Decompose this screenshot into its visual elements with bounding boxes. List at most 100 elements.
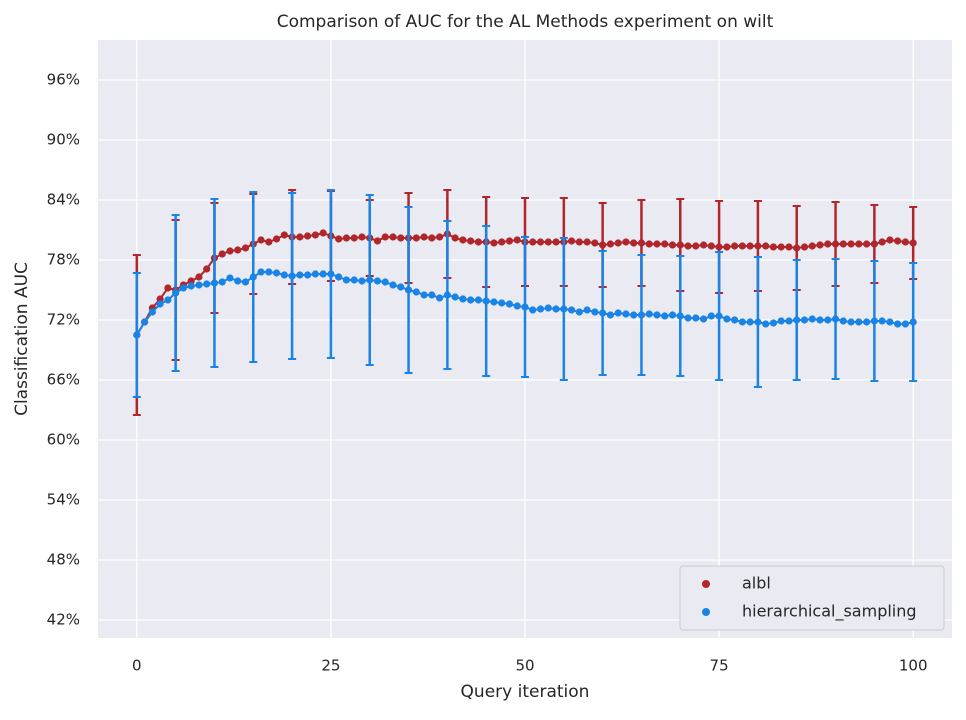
data-point <box>668 241 677 249</box>
y-tick-label: 90% <box>47 131 80 149</box>
data-point <box>257 268 265 276</box>
data-point <box>599 309 607 317</box>
data-point <box>863 318 871 326</box>
data-point <box>420 233 428 241</box>
x-tick-label: 25 <box>321 657 340 675</box>
data-point <box>738 318 746 326</box>
data-point <box>707 312 715 320</box>
data-point <box>552 305 560 313</box>
data-point <box>746 242 754 250</box>
data-point <box>311 270 319 278</box>
data-point <box>451 234 459 242</box>
data-point <box>583 306 591 314</box>
y-tick-label: 54% <box>47 491 80 509</box>
data-point <box>668 311 677 319</box>
data-point <box>288 272 296 280</box>
y-tick-label: 66% <box>47 371 80 389</box>
data-point <box>645 240 653 248</box>
data-point <box>490 298 498 306</box>
data-point <box>731 316 739 324</box>
data-point <box>451 293 459 301</box>
data-point <box>436 294 444 302</box>
x-tick-label: 0 <box>132 657 142 675</box>
data-point <box>544 238 552 246</box>
data-point <box>280 271 288 279</box>
data-point <box>606 311 615 319</box>
data-point <box>529 238 537 246</box>
data-point <box>614 309 622 317</box>
data-point <box>653 240 661 248</box>
x-tick-label: 100 <box>899 657 928 675</box>
data-point <box>599 241 607 249</box>
data-point <box>241 278 250 286</box>
data-point <box>785 243 793 251</box>
data-point <box>428 291 436 299</box>
data-point <box>637 239 646 247</box>
data-point <box>645 310 653 318</box>
data-point <box>459 236 467 244</box>
data-point <box>894 320 902 328</box>
data-point <box>342 276 351 284</box>
data-point <box>560 305 568 313</box>
data-point <box>381 278 389 286</box>
y-axis-label: Classification AUC <box>12 262 32 416</box>
data-point <box>428 234 436 242</box>
data-point <box>319 229 327 237</box>
data-point <box>855 240 863 248</box>
x-axis-label: Query iteration <box>461 682 590 702</box>
data-point <box>164 296 172 304</box>
data-point <box>443 291 451 299</box>
data-point <box>785 317 793 325</box>
data-point <box>754 242 762 250</box>
data-point <box>878 317 886 325</box>
data-point <box>762 320 770 328</box>
data-point <box>335 235 343 243</box>
data-point <box>296 271 304 279</box>
data-point <box>630 311 638 319</box>
data-point <box>187 282 195 290</box>
data-point <box>738 242 746 250</box>
data-point <box>513 302 521 310</box>
x-tick-label: 75 <box>710 657 729 675</box>
legend-box <box>679 565 945 631</box>
data-point <box>591 308 599 316</box>
data-point <box>692 242 700 250</box>
data-point <box>630 239 638 247</box>
data-point <box>210 279 219 287</box>
data-point <box>536 238 545 246</box>
data-point <box>498 238 506 246</box>
data-point <box>272 269 281 277</box>
data-point <box>699 315 708 323</box>
data-point <box>296 233 304 241</box>
data-point <box>505 237 514 245</box>
data-point <box>373 277 382 285</box>
data-point <box>676 312 684 320</box>
data-point <box>661 240 669 248</box>
legend: albl hierarchical_sampling <box>679 565 945 631</box>
data-point <box>909 239 917 247</box>
data-point <box>847 318 855 326</box>
data-point <box>179 284 187 292</box>
data-point <box>218 250 226 258</box>
data-point <box>567 306 576 314</box>
data-point <box>156 295 164 303</box>
data-point <box>195 281 203 289</box>
data-point <box>304 271 312 279</box>
data-point <box>793 244 801 252</box>
data-point <box>459 295 467 303</box>
data-point <box>754 318 762 326</box>
data-point <box>436 233 444 241</box>
data-point <box>552 238 560 246</box>
data-point <box>474 238 483 246</box>
data-point <box>606 240 615 248</box>
data-point <box>544 304 552 312</box>
data-point <box>164 284 172 292</box>
data-point <box>622 310 630 318</box>
data-point <box>808 242 816 250</box>
data-point <box>187 277 195 285</box>
data-point <box>397 234 405 242</box>
marks <box>132 189 918 416</box>
data-point <box>824 240 832 248</box>
data-point <box>567 237 576 245</box>
